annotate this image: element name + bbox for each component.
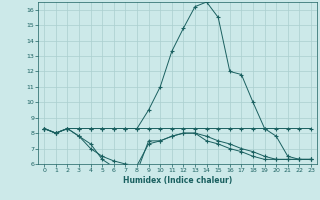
X-axis label: Humidex (Indice chaleur): Humidex (Indice chaleur) (123, 176, 232, 185)
